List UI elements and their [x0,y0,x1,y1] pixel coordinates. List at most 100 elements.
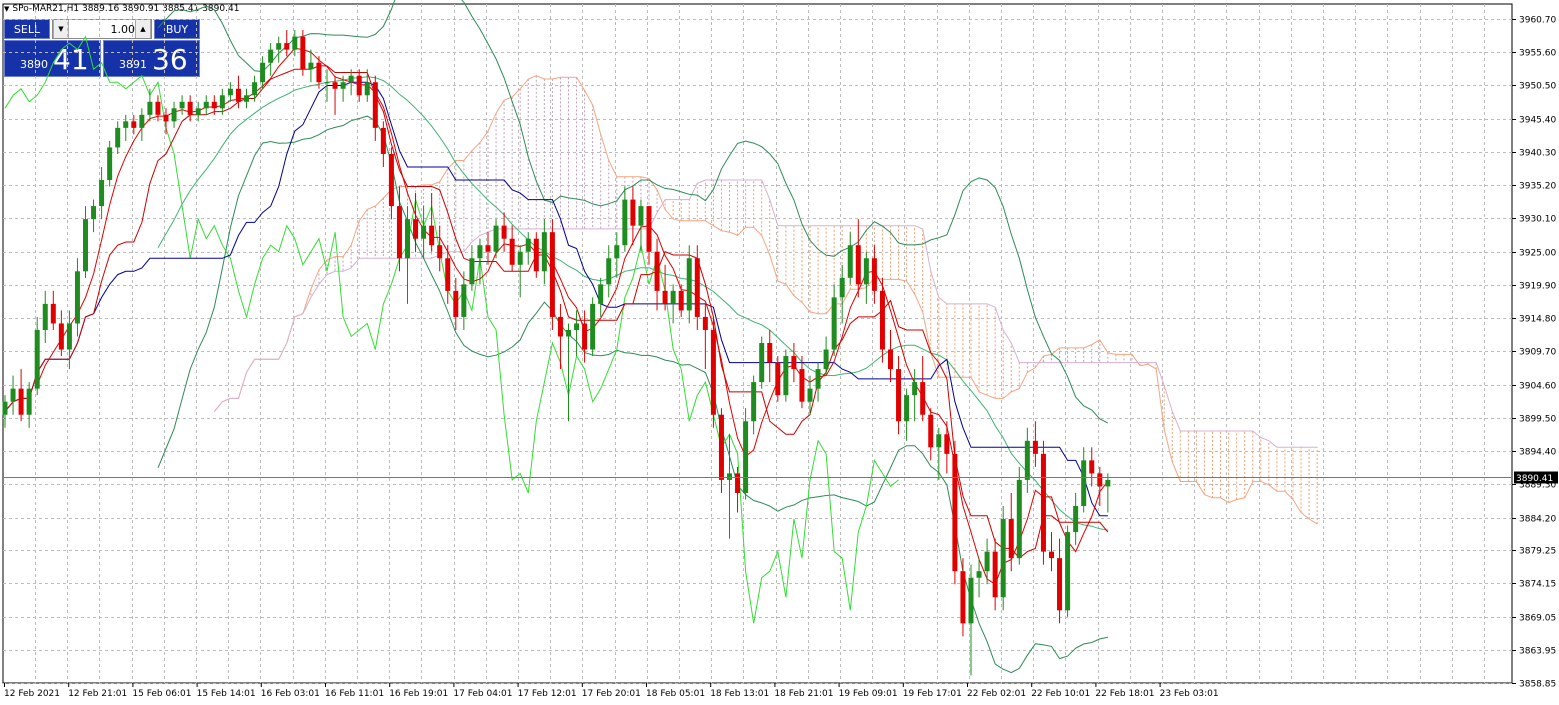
candle-body [195,108,201,115]
candle-body [203,101,209,109]
candle-body [1081,460,1087,506]
candle-body [284,43,290,50]
candle-body [928,414,934,448]
candle-body [1097,473,1103,487]
candle-body [1057,558,1063,611]
lot-up-arrow-icon[interactable]: ▲ [135,20,151,38]
candle-body [1105,479,1111,487]
candle-body [413,219,419,239]
candle-body [863,258,869,285]
candle-body [445,258,451,291]
candle-body [429,225,435,246]
candle-body [501,225,507,239]
x-tick-label: 15 Feb 14:01 [197,689,256,699]
candle-body [823,349,829,370]
candle-body [372,82,378,128]
candle-body [670,290,676,304]
lot-down-arrow-icon[interactable]: ▼ [53,20,69,38]
plot-frame [2,3,1513,684]
candle-body [654,251,660,291]
one-click-trading-panel: SELL ▼ ▲ BUY 3890 41 3891 36 [4,19,200,77]
senkou-span-b-line [213,179,1318,448]
candle-body [396,206,402,259]
y-tick-label: 3899.50 [1519,415,1556,425]
candle-body [759,343,765,383]
candle-body [364,82,370,96]
candle-body [66,323,72,350]
candle-body [469,258,475,285]
sell-price-box[interactable]: 3890 41 [4,40,101,77]
candle-body [646,206,652,252]
lot-size-control: ▼ ▲ [52,19,152,39]
x-tick-label: 18 Feb 05:01 [646,689,705,699]
candle-body [91,206,97,220]
candle-body [18,388,24,415]
x-tick-label: 18 Feb 13:01 [710,689,769,699]
buy-price-big: 36 [152,43,188,76]
candle-body [235,88,241,102]
candle-body [42,303,48,330]
candle-body [533,238,539,272]
ichimoku-cloud [310,75,1318,524]
candle-body [1073,505,1079,533]
candle-body [743,421,749,493]
candle-body [348,75,354,83]
candle-body [638,206,644,226]
y-tick-label: 3858.85 [1519,680,1556,690]
candle-body [1024,440,1030,480]
candle-body [751,382,757,422]
candle-body [50,303,56,324]
candle-body [252,82,258,96]
candle-body [10,388,16,402]
y-tick-label: 3874.15 [1519,580,1556,590]
lot-size-input[interactable] [69,21,135,37]
candle-body [107,147,113,181]
y-tick-label: 3914.80 [1519,315,1556,325]
candle-body [710,329,716,415]
candle-body [356,75,362,96]
candle-body [477,245,483,259]
candle-body [847,245,853,278]
y-tick-label: 3909.70 [1519,348,1556,358]
y-tick-label: 3935.20 [1519,182,1556,192]
candle-body [268,49,274,63]
y-tick-label: 3950.50 [1519,82,1556,92]
y-tick-label: 3919.90 [1519,282,1556,292]
sell-price-small: 3890 [20,58,48,71]
candle-body [139,114,145,128]
collapse-triangle-icon[interactable]: ▼ [4,5,10,13]
candle-body [99,180,105,207]
candle-body [807,388,813,402]
current-price-tag [1514,471,1558,484]
candle-body [461,284,467,317]
candle-body [405,219,410,259]
candle-body [1032,440,1038,454]
candle-body [324,82,330,84]
candle-body [815,369,821,389]
candle-body [58,323,64,350]
y-tick-label: 3945.40 [1519,116,1556,126]
x-tick-label: 23 Feb 03:01 [1160,689,1219,699]
sell-button[interactable]: SELL [4,19,50,39]
candle-body [1016,479,1022,559]
candle-body [493,225,499,252]
candle-body [775,362,781,396]
candle-body [968,577,974,624]
candle-body [694,258,700,317]
current-price-label: 3890.41 [1516,474,1553,484]
y-tick-label: 3960.70 [1519,16,1556,26]
candle-body [1008,519,1014,559]
x-tick-label: 17 Feb 04:01 [453,689,512,699]
candle-body [163,114,169,122]
candle-body [525,238,531,252]
candle-body [115,127,121,148]
candle-body [421,225,427,239]
candle-body [831,297,837,350]
x-tick-label: 18 Feb 21:01 [774,689,833,699]
bollinger-upper-line [157,0,1109,424]
buy-button[interactable]: BUY [154,19,200,39]
candle-body [718,414,724,480]
candle-body [799,369,805,402]
candle-body [244,95,249,102]
